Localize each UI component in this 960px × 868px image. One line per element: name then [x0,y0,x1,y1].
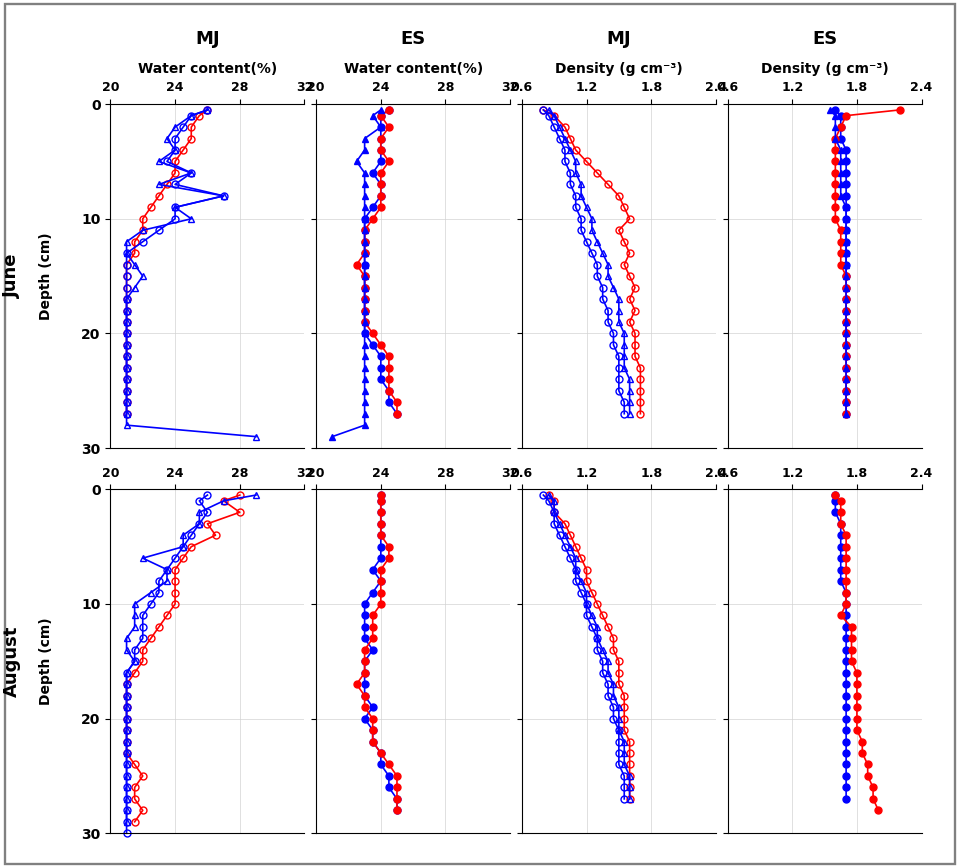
Text: MJ: MJ [607,30,631,48]
Text: ES: ES [400,30,426,48]
Text: Density (g cm⁻³): Density (g cm⁻³) [760,62,888,76]
Text: August: August [3,626,20,697]
Text: Water content(%): Water content(%) [138,62,277,76]
Text: Depth (cm): Depth (cm) [39,617,53,705]
Text: Density (g cm⁻³): Density (g cm⁻³) [555,62,683,76]
Text: MJ: MJ [195,30,220,48]
Text: June: June [3,253,20,299]
Text: Water content(%): Water content(%) [344,62,483,76]
Text: Depth (cm): Depth (cm) [39,233,53,320]
Text: ES: ES [812,30,837,48]
